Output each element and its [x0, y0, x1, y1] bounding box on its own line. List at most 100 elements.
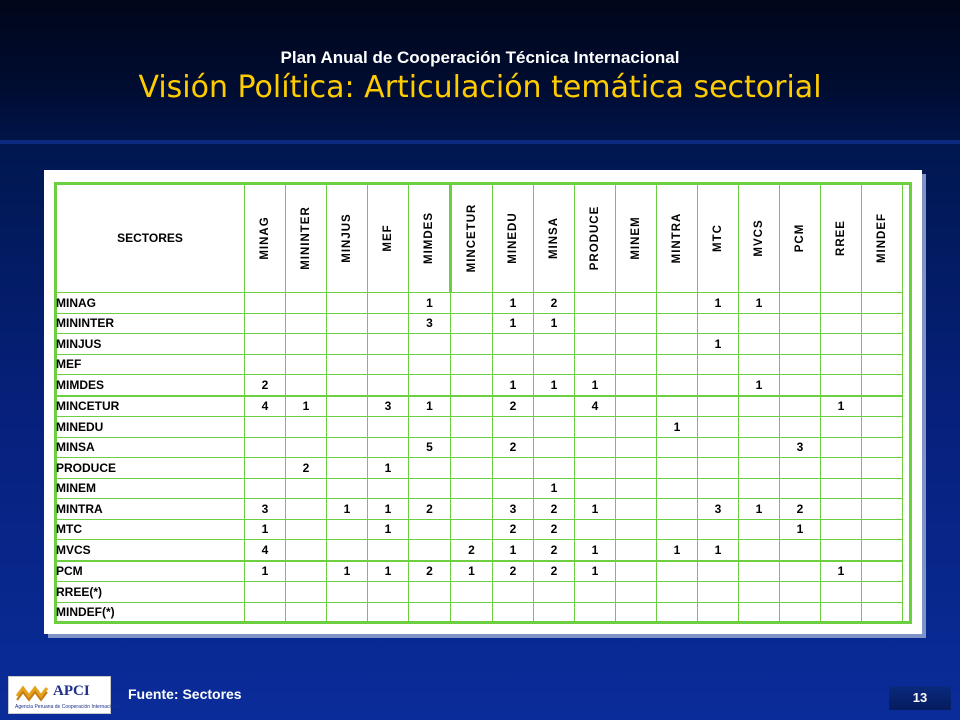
table-cell — [779, 374, 821, 396]
table-cell — [615, 477, 657, 499]
table-cell — [615, 559, 657, 582]
table-cell — [656, 312, 698, 334]
table-cell — [326, 394, 368, 417]
table-cell: 2 — [779, 498, 821, 520]
table-cell — [738, 312, 780, 334]
table-cell: 1 — [697, 539, 739, 561]
table-cell — [244, 353, 286, 375]
table-cell: 1 — [820, 394, 862, 417]
table-cell — [615, 333, 657, 355]
table-cell — [697, 477, 739, 499]
table-row: MINEDU 1 — [55, 416, 903, 438]
row-label: MEF — [55, 353, 245, 375]
table-cell — [450, 457, 493, 479]
table-cell — [697, 416, 739, 438]
table-cell — [244, 292, 286, 314]
table-cell — [285, 292, 327, 314]
column-header: MINDEF — [861, 183, 903, 293]
table-cell — [738, 559, 780, 582]
table-cell — [408, 539, 451, 561]
table-row: MINDEF(*) — [55, 601, 903, 623]
table-cell: 2 — [492, 559, 534, 582]
column-header: MINCETUR — [450, 183, 493, 293]
table-cell — [492, 353, 534, 375]
table-cell — [820, 436, 862, 458]
row-label: MTC — [55, 518, 245, 540]
table-cell — [738, 581, 780, 603]
table-cell — [285, 498, 327, 520]
table-cell — [533, 394, 575, 417]
table-cell — [820, 498, 862, 520]
table-cell — [450, 416, 493, 438]
slide-title: Visión Política: Articulación temática s… — [138, 70, 822, 105]
table-cell — [367, 539, 409, 561]
table-cell: 1 — [574, 539, 616, 561]
column-header: PCM — [779, 183, 821, 293]
column-header-label: MINEM — [630, 216, 642, 260]
column-header-label: MIMDES — [423, 212, 435, 264]
table-cell — [326, 477, 368, 499]
table-cell: 1 — [533, 477, 575, 499]
table-cell — [697, 312, 739, 334]
column-header: MINJUS — [326, 183, 368, 293]
table-cell — [574, 312, 616, 334]
table-cell: 3 — [492, 498, 534, 520]
table-cell — [861, 374, 903, 396]
table-panel: SECTORES MINAG MININTER MINJUS MEF MIMDES MIN… — [44, 170, 922, 634]
table-cell: 1 — [285, 394, 327, 417]
table-cell — [820, 374, 862, 396]
table-cell — [326, 518, 368, 540]
table-cell — [615, 312, 657, 334]
column-header: MININTER — [285, 183, 327, 293]
table-cell — [450, 374, 493, 396]
table-cell — [574, 581, 616, 603]
table-cell — [408, 581, 451, 603]
table-row: PCM 1 1 1 2 1 2 2 1 1 — [55, 559, 903, 582]
table-cell — [533, 353, 575, 375]
table-cell — [615, 498, 657, 520]
table-cell — [574, 518, 616, 540]
table-cell — [738, 333, 780, 355]
table-cell — [408, 518, 451, 540]
table-cell: 1 — [244, 559, 286, 582]
column-header-label: MININTER — [300, 206, 312, 270]
column-header: MINAG — [244, 183, 286, 293]
table-cell — [615, 457, 657, 479]
row-label: MINDEF(*) — [55, 601, 245, 623]
table-cell: 1 — [574, 498, 616, 520]
table-cell — [820, 518, 862, 540]
table-cell — [697, 601, 739, 623]
table-cell — [738, 436, 780, 458]
table-cell — [326, 312, 368, 334]
row-label: MVCS — [55, 539, 245, 561]
table-cell — [285, 559, 327, 582]
table-body: MINAG 1 1 2 1 1 MININTER 3 1 1 MINJUS 1 MEF MIMDES 2 1 1… — [55, 292, 903, 623]
table-row: MTC 1 1 2 2 1 — [55, 518, 903, 540]
table-cell: 1 — [820, 559, 862, 582]
table-cell — [450, 292, 493, 314]
row-label: PCM — [55, 559, 245, 582]
table-row: MINEM 1 — [55, 477, 903, 499]
table-cell — [656, 498, 698, 520]
apci-logo-icon — [15, 685, 49, 702]
table-cell — [615, 539, 657, 561]
table-cell: 2 — [492, 518, 534, 540]
table-cell — [408, 333, 451, 355]
table-cell: 1 — [697, 333, 739, 355]
table-cell: 1 — [492, 539, 534, 561]
apci-logo: APCI Agencia Peruana de Cooperación Inte… — [8, 676, 120, 714]
table-cell — [779, 416, 821, 438]
table-cell — [697, 374, 739, 396]
table-cell — [492, 581, 534, 603]
table-cell — [656, 353, 698, 375]
table-cell — [492, 601, 534, 623]
table-cell: 1 — [244, 518, 286, 540]
table-cell — [450, 436, 493, 458]
table-cell — [326, 374, 368, 396]
table-cell — [244, 601, 286, 623]
table-cell — [656, 457, 698, 479]
table-cell — [244, 333, 286, 355]
table-cell — [367, 292, 409, 314]
table-cell — [615, 353, 657, 375]
table-cell: 1 — [738, 498, 780, 520]
